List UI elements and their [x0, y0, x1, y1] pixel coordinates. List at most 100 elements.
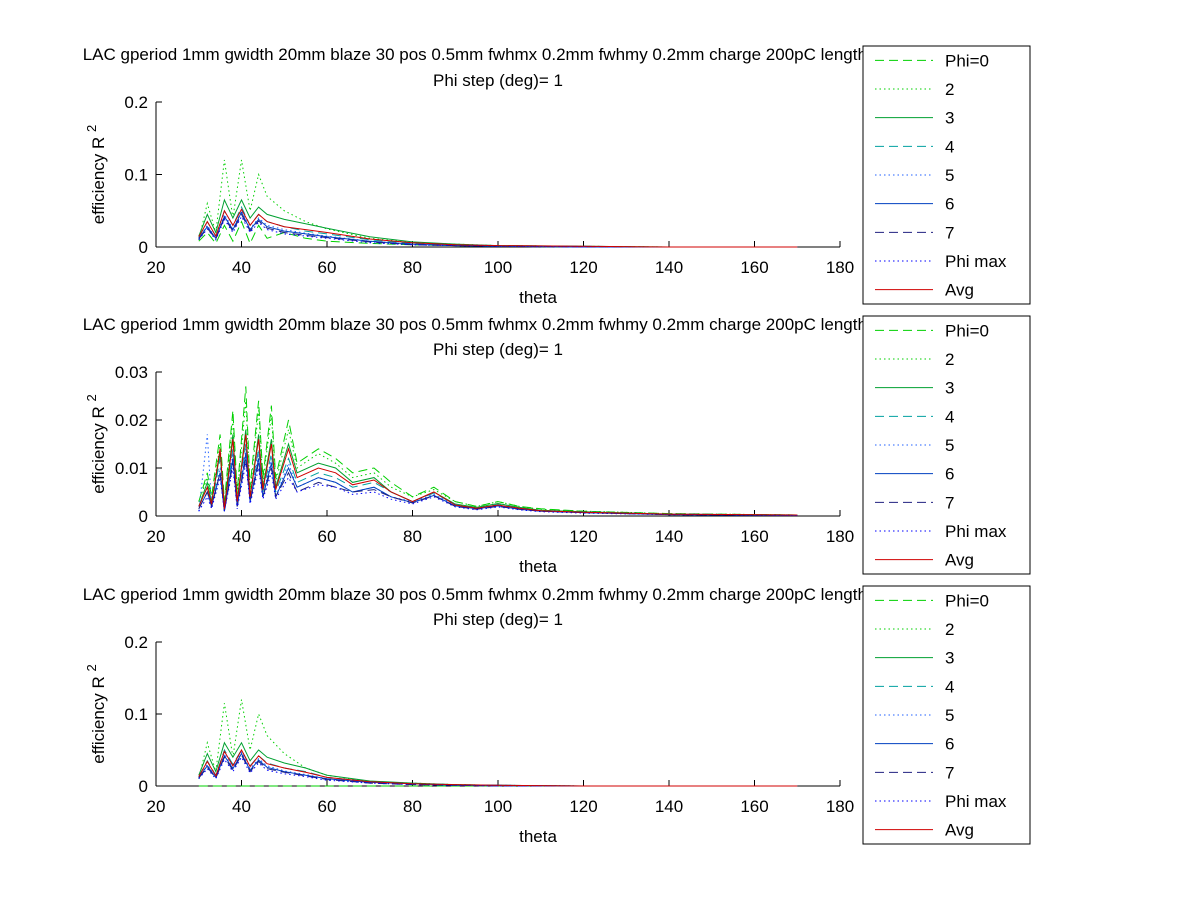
x-axis-label: theta — [519, 557, 557, 576]
chart-panel-2: LAC gperiod 1mm gwidth 20mm blaze 30 pos… — [83, 315, 1031, 576]
legend-label: 4 — [945, 137, 954, 156]
x-tick-label: 180 — [826, 527, 854, 546]
x-tick-label: 100 — [484, 527, 512, 546]
series-line-2 — [198, 699, 798, 787]
y-axis-label: efficiency R 2 — [84, 664, 108, 764]
x-tick-label: 140 — [655, 527, 683, 546]
x-tick-label: 60 — [318, 797, 337, 816]
legend-box — [862, 315, 1031, 575]
x-tick-label: 120 — [569, 258, 597, 277]
legend-label: 2 — [945, 80, 954, 99]
chart-panel-1: LAC gperiod 1mm gwidth 20mm blaze 30 pos… — [83, 45, 1031, 307]
legend-box — [862, 585, 1031, 845]
legend-label: 2 — [945, 350, 954, 369]
series-line-6 — [198, 211, 798, 248]
x-tick-label: 120 — [569, 797, 597, 816]
x-tick-label: 20 — [147, 797, 166, 816]
series-line-8 — [198, 215, 798, 248]
chart-subtitle: Phi step (deg)= 1 — [433, 71, 563, 90]
x-tick-label: 20 — [147, 527, 166, 546]
x-tick-label: 40 — [232, 797, 251, 816]
y-axis-label-superscript: 2 — [84, 125, 99, 132]
y-axis-label-text: efficiency R — [89, 671, 108, 763]
legend-label: Phi max — [945, 792, 1007, 811]
x-tick-label: 80 — [403, 797, 422, 816]
legend-label: 4 — [945, 677, 954, 696]
legend-label: 5 — [945, 706, 954, 725]
legend-label: 3 — [945, 649, 954, 668]
legend-label: 7 — [945, 763, 954, 782]
legend-label: 6 — [945, 195, 954, 214]
x-tick-label: 40 — [232, 527, 251, 546]
series-line-9 — [198, 748, 798, 787]
x-tick-label: 160 — [740, 527, 768, 546]
x-tick-label: 160 — [740, 258, 768, 277]
x-tick-label: 20 — [147, 258, 166, 277]
legend-box — [862, 45, 1031, 305]
y-tick-label: 0.1 — [124, 705, 148, 724]
series-line-7 — [198, 213, 798, 248]
y-tick-label: 0.03 — [115, 363, 148, 382]
legend-label: 2 — [945, 620, 954, 639]
x-tick-label: 120 — [569, 527, 597, 546]
chart-subtitle: Phi step (deg)= 1 — [433, 610, 563, 629]
y-tick-label: 0.1 — [124, 166, 148, 185]
series-line-2 — [198, 159, 798, 248]
legend-label: Phi max — [945, 252, 1007, 271]
x-tick-label: 60 — [318, 258, 337, 277]
y-tick-label: 0 — [139, 507, 148, 526]
x-tick-label: 160 — [740, 797, 768, 816]
y-axis-label-text: efficiency R — [89, 132, 108, 224]
legend-label: Avg — [945, 821, 974, 840]
series-line-2 — [198, 400, 798, 516]
legend-label: 6 — [945, 465, 954, 484]
chart-title: LAC gperiod 1mm gwidth 20mm blaze 30 pos… — [83, 45, 914, 64]
x-tick-label: 100 — [484, 797, 512, 816]
legend-label: Avg — [945, 551, 974, 570]
legend-label: 5 — [945, 436, 954, 455]
y-axis-label-superscript: 2 — [84, 664, 99, 671]
legend-label: Phi=0 — [945, 591, 989, 610]
legend-label: 4 — [945, 407, 954, 426]
y-tick-label: 0.2 — [124, 93, 148, 112]
chart-title: LAC gperiod 1mm gwidth 20mm blaze 30 pos… — [83, 315, 914, 334]
x-tick-label: 40 — [232, 258, 251, 277]
series-line-7 — [198, 753, 798, 787]
chart-subtitle: Phi step (deg)= 1 — [433, 340, 563, 359]
legend-label: 5 — [945, 166, 954, 185]
chart-title: LAC gperiod 1mm gwidth 20mm blaze 30 pos… — [83, 585, 914, 604]
legend-label: Phi max — [945, 522, 1007, 541]
legend-label: Phi=0 — [945, 51, 989, 70]
legend-label: Phi=0 — [945, 321, 989, 340]
chart-panel-3: LAC gperiod 1mm gwidth 20mm blaze 30 pos… — [83, 585, 1031, 846]
x-tick-label: 80 — [403, 527, 422, 546]
series-line-3 — [198, 429, 798, 516]
y-axis-label: efficiency R 2 — [84, 125, 108, 225]
x-tick-label: 180 — [826, 797, 854, 816]
legend-label: 3 — [945, 379, 954, 398]
series-line-9 — [198, 208, 798, 248]
y-tick-label: 0.02 — [115, 411, 148, 430]
x-tick-label: 140 — [655, 258, 683, 277]
y-axis-label-superscript: 2 — [84, 394, 99, 401]
y-tick-label: 0.2 — [124, 633, 148, 652]
series-line-7 — [198, 458, 798, 516]
x-tick-label: 80 — [403, 258, 422, 277]
y-tick-label: 0 — [139, 777, 148, 796]
legend-label: 6 — [945, 735, 954, 754]
x-tick-label: 180 — [826, 258, 854, 277]
x-tick-label: 140 — [655, 797, 683, 816]
y-axis-label: efficiency R 2 — [84, 394, 108, 494]
y-axis-label-text: efficiency R — [89, 401, 108, 493]
series-line-9 — [198, 434, 798, 516]
legend-label: Avg — [945, 281, 974, 300]
y-tick-label: 0.01 — [115, 459, 148, 478]
x-tick-label: 60 — [318, 527, 337, 546]
x-tick-label: 100 — [484, 258, 512, 277]
y-tick-label: 0 — [139, 238, 148, 257]
x-axis-label: theta — [519, 288, 557, 307]
legend-label: 7 — [945, 493, 954, 512]
legend-label: 7 — [945, 223, 954, 242]
legend-label: 3 — [945, 109, 954, 128]
